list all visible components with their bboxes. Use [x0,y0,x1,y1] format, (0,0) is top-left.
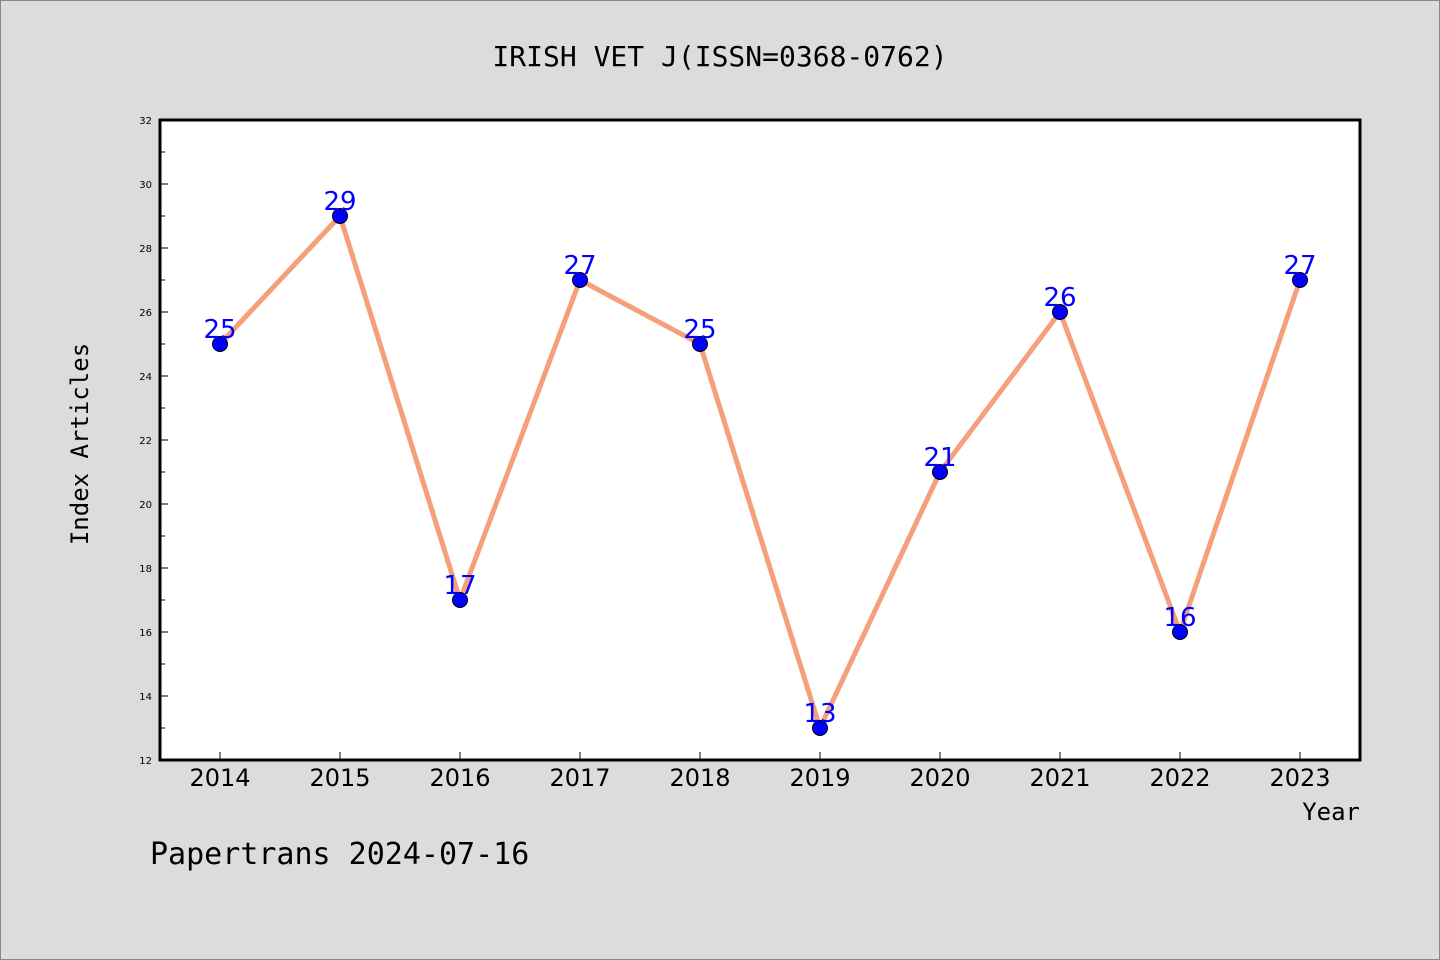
x-tick-label: 2022 [1149,764,1210,792]
data-label: 27 [1283,251,1316,281]
y-tick-label: 14 [139,692,152,703]
y-tick-label: 24 [139,372,152,383]
x-tick-label: 2021 [1029,764,1090,792]
y-tick-label: 22 [139,436,152,447]
data-point [1052,304,1068,320]
y-tick-label: 20 [139,500,152,511]
data-label: 26 [1043,283,1076,313]
data-label: 21 [923,443,956,473]
data-point [812,720,828,736]
footer-text: Papertrans 2024-07-16 [150,837,529,872]
y-axis: 12 14 16 18 20 22 24 26 28 30 32 [139,116,168,767]
y-tick-label: 28 [139,244,152,255]
x-tick-label: 2023 [1269,764,1330,792]
data-label: 25 [203,315,236,345]
data-point [692,336,708,352]
x-tick-label: 2017 [549,764,610,792]
y-tick-label: 32 [139,116,152,127]
data-point [1172,624,1188,640]
y-tick-label: 18 [139,564,152,575]
data-label: 25 [683,315,716,345]
data-label: 17 [443,571,476,601]
data-label: 16 [1163,603,1196,633]
data-label: 27 [563,251,596,281]
data-point [452,592,468,608]
chart-title: IRISH VET J(ISSN=0368-0762) [492,40,947,73]
data-point [332,208,348,224]
y-tick-label: 12 [139,756,152,767]
series-line [218,213,1303,731]
series-group: 25 29 17 27 25 13 21 26 16 27 [203,187,1317,736]
x-axis: 2014 2015 2016 2017 2018 2019 2020 2021 2022 2023 [189,752,1331,792]
data-label: 13 [803,699,836,729]
x-tick-label: 2014 [189,764,250,792]
x-tick-label: 2018 [669,764,730,792]
plot-area [158,118,1362,762]
y-tick-label: 30 [139,180,152,191]
x-axis-label: Year [1302,798,1360,826]
data-point [1292,272,1308,288]
data-point [572,272,588,288]
y-tick-label: 16 [139,628,152,639]
x-tick-label: 2015 [309,764,370,792]
y-axis-label: Index Articles [66,343,94,545]
y-tick-label: 26 [139,308,152,319]
x-tick-label: 2016 [429,764,490,792]
x-tick-label: 2020 [909,764,970,792]
data-label: 29 [323,187,356,217]
data-point [932,464,948,480]
x-tick-label: 2019 [789,764,850,792]
data-point [212,336,228,352]
